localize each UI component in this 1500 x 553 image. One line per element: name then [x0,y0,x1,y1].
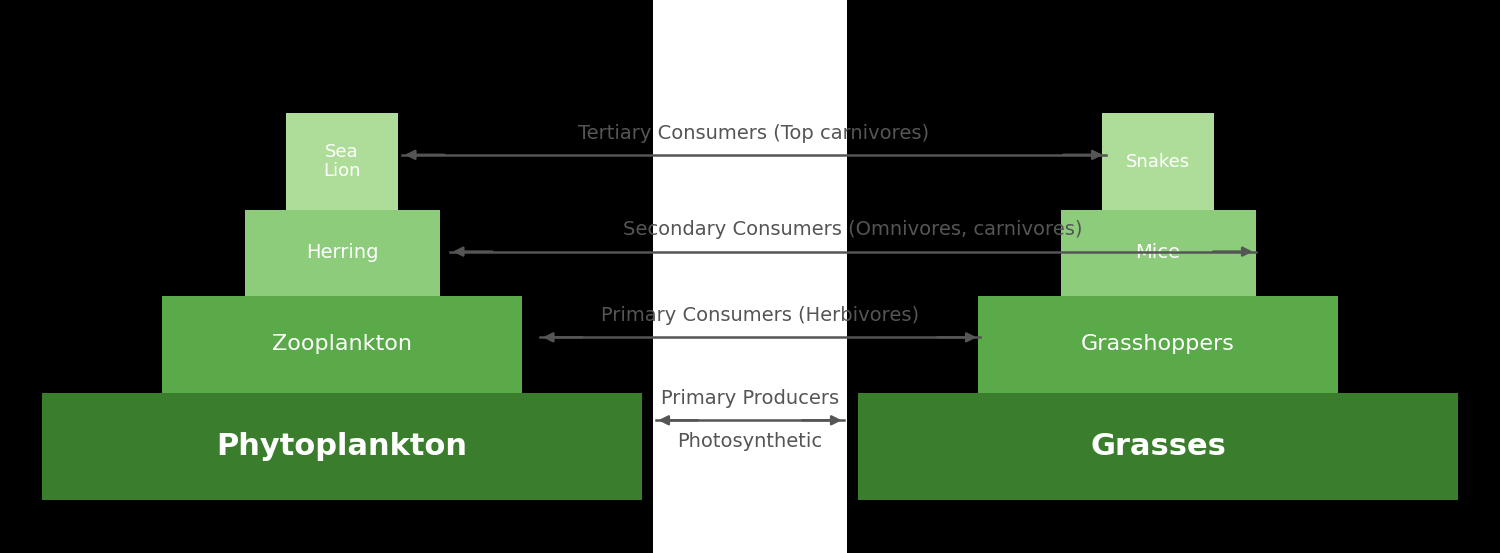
Text: Mice: Mice [1136,243,1180,263]
Text: Photosynthetic: Photosynthetic [678,432,822,451]
Text: Primary Producers: Primary Producers [662,389,839,408]
Text: Grasses: Grasses [1090,432,1226,461]
Text: Snakes: Snakes [1126,153,1190,171]
Bar [1060,210,1256,296]
Bar [244,210,440,296]
Text: Primary Consumers (Herbivores): Primary Consumers (Herbivores) [600,306,920,325]
Bar [858,393,1458,500]
Bar [1101,113,1215,210]
Text: Secondary Consumers (Omnivores, carnivores): Secondary Consumers (Omnivores, carnivor… [622,221,1083,239]
Text: Grasshoppers: Grasshoppers [1082,334,1234,354]
Bar [978,296,1338,393]
Bar [162,296,522,393]
Text: Herring: Herring [306,243,378,263]
Bar [42,393,642,500]
Text: Zooplankton: Zooplankton [272,334,412,354]
Text: Phytoplankton: Phytoplankton [216,432,468,461]
Text: Tertiary Consumers (Top carnivores): Tertiary Consumers (Top carnivores) [578,124,930,143]
Text: Sea
Lion: Sea Lion [324,143,360,180]
Bar [285,113,399,210]
Bar [652,0,847,553]
